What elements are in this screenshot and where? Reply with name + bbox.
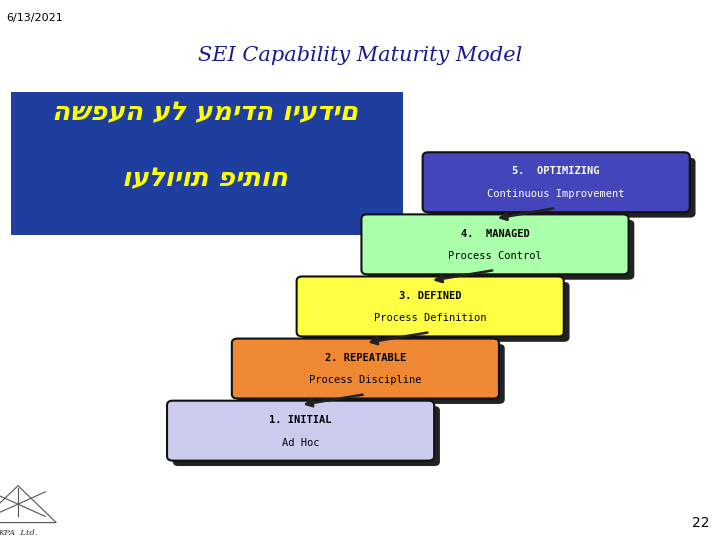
Text: 6/13/2021: 6/13/2021 xyxy=(6,14,63,24)
Text: Ad Hoc: Ad Hoc xyxy=(282,437,320,448)
Text: Process Definition: Process Definition xyxy=(374,313,487,323)
Text: SEI Capability Maturity Model: SEI Capability Maturity Model xyxy=(198,46,522,65)
FancyBboxPatch shape xyxy=(428,158,696,218)
Text: Process Control: Process Control xyxy=(448,251,542,261)
Text: ועלויות פיתוח: ועלויות פיתוח xyxy=(122,166,288,192)
FancyBboxPatch shape xyxy=(232,339,499,399)
Text: 4.  MANAGED: 4. MANAGED xyxy=(461,228,529,239)
Text: 3. DEFINED: 3. DEFINED xyxy=(399,291,462,301)
FancyBboxPatch shape xyxy=(238,344,505,404)
Text: Process Discipline: Process Discipline xyxy=(309,375,422,386)
FancyBboxPatch shape xyxy=(11,92,403,235)
Text: Continuous Improvement: Continuous Improvement xyxy=(487,189,625,199)
FancyBboxPatch shape xyxy=(173,406,440,466)
Text: 22: 22 xyxy=(692,516,709,530)
FancyBboxPatch shape xyxy=(302,282,570,342)
Text: KPA  Ltd.: KPA Ltd. xyxy=(0,529,37,537)
Text: 5.  OPTIMIZING: 5. OPTIMIZING xyxy=(513,166,600,177)
FancyBboxPatch shape xyxy=(367,220,634,280)
Text: השפעה על עמידה ויעדים: השפעה על עמידה ויעדים xyxy=(52,100,359,126)
FancyBboxPatch shape xyxy=(167,401,434,461)
FancyBboxPatch shape xyxy=(423,152,690,212)
FancyBboxPatch shape xyxy=(297,276,564,336)
FancyBboxPatch shape xyxy=(361,214,629,274)
Text: 2. REPEATABLE: 2. REPEATABLE xyxy=(325,353,406,363)
Text: 1. INITIAL: 1. INITIAL xyxy=(269,415,332,425)
